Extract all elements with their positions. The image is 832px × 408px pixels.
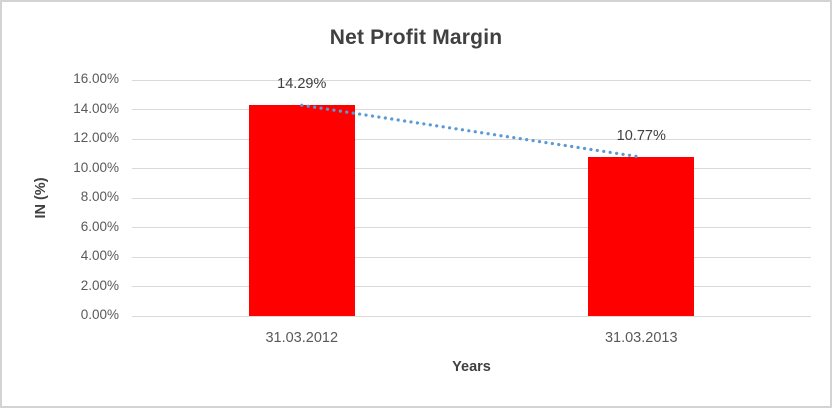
chart-title: Net Profit Margin xyxy=(329,26,503,49)
y-gridline xyxy=(132,315,811,317)
bar-31.03.2012[interactable] xyxy=(248,105,355,316)
y-tick-label: 4.00% xyxy=(80,248,119,263)
y-tick-label: 8.00% xyxy=(80,189,119,204)
y-tick-label: 16.00% xyxy=(73,71,119,86)
y-tick-label: 14.00% xyxy=(73,100,119,116)
y-tick-label: 6.00% xyxy=(80,218,119,234)
y-tick-label: 2.00% xyxy=(80,277,119,293)
y-tick-label: 10.00% xyxy=(73,159,119,175)
y-gridline xyxy=(132,168,811,169)
y-gridline xyxy=(132,109,811,110)
y-tick-label: 0.00% xyxy=(80,307,119,322)
data-label: 10.77% xyxy=(616,128,666,145)
y-tick-label: 12.00% xyxy=(73,130,119,145)
x-category-label: 31.03.2013 xyxy=(604,330,678,346)
y-gridline xyxy=(132,197,811,199)
x-axis-title: Years xyxy=(452,359,491,375)
bar-31.03.2013[interactable] xyxy=(588,157,695,316)
y-gridline xyxy=(132,138,811,140)
x-category-label: 31.03.2012 xyxy=(265,330,339,346)
y-gridline xyxy=(132,227,811,228)
y-gridline xyxy=(132,286,811,287)
y-gridline xyxy=(132,256,811,258)
data-label: 14.29% xyxy=(277,76,327,93)
y-gridline xyxy=(132,79,811,81)
y-axis-title: IN (%) xyxy=(33,177,49,219)
